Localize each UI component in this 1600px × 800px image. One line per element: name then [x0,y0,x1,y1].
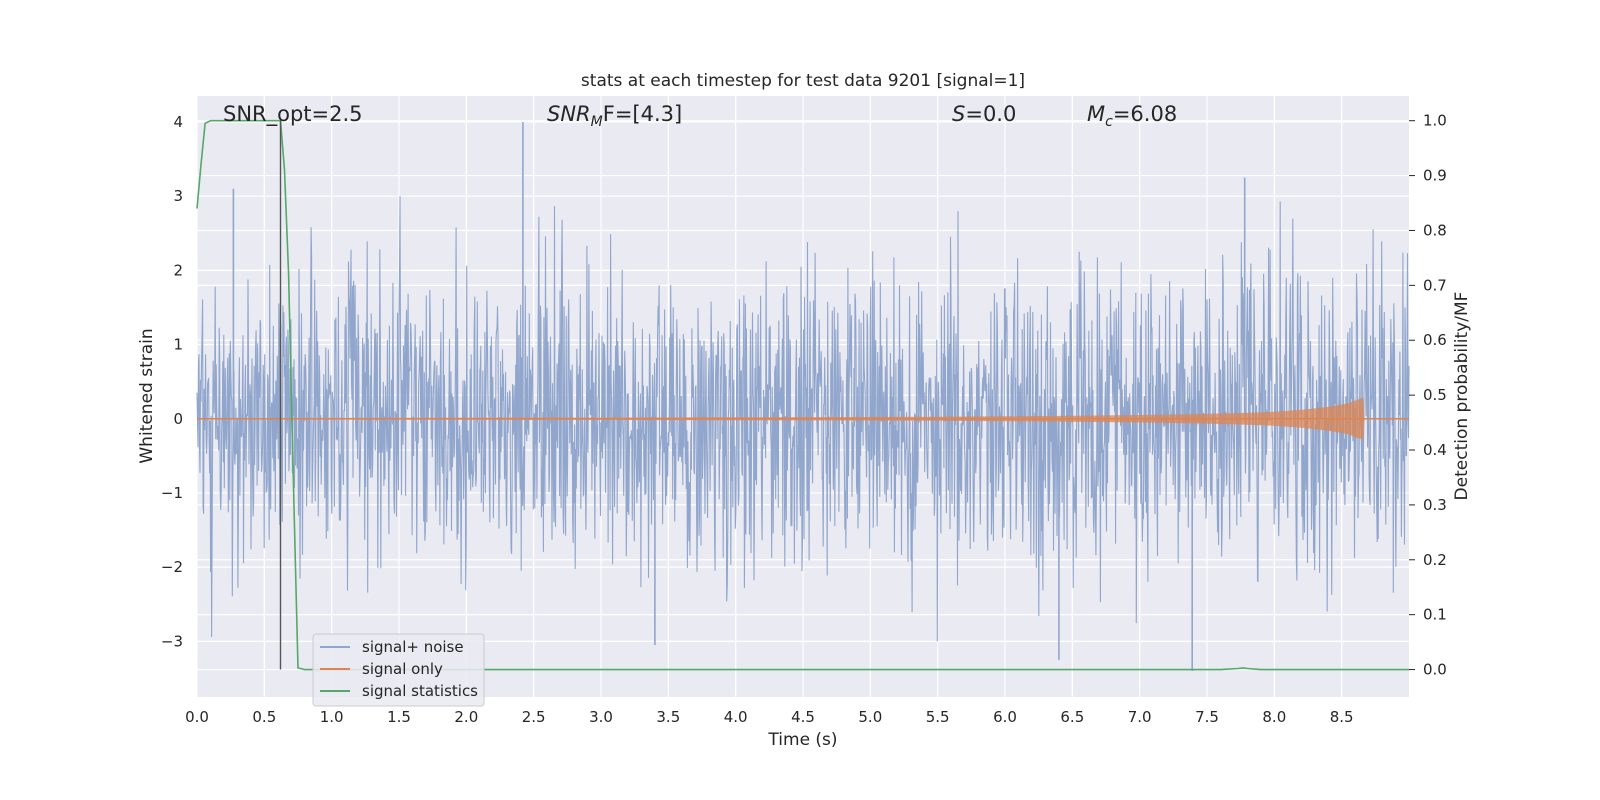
signal-noise-peaks [232,122,1246,671]
x-tick-label: 6.0 [993,708,1017,726]
series-signal-statistics [196,119,1409,671]
y-axis-left-label: Whitened strain [137,328,157,463]
x-tick-label: 8.0 [1262,708,1286,726]
annotation-mc: Mc=6.08 [1087,102,1177,130]
x-tick-label: 4.0 [724,708,748,726]
y-right-tick-label: 0.0 [1423,661,1447,679]
x-tick-label: 5.5 [926,708,950,726]
legend: signal+ noise signal only signal statist… [312,633,485,707]
y-left-tick-label: −1 [161,484,183,502]
y-right-tick-label: 0.1 [1423,606,1447,624]
y-right-tick-label: 0.3 [1423,496,1447,514]
signal-noise-line [196,196,1410,642]
annotation-snr-mf: SNRMF=[4.3] [547,102,682,130]
legend-label-signal-statistics: signal statistics [362,682,478,700]
legend-box [312,633,485,707]
legend-label-signal-noise: signal+ noise [362,638,464,656]
series-signal-noise [196,122,1410,671]
y-left-tick-label: −2 [161,558,183,576]
annotation-s: S=0.0 [952,102,1016,126]
signal-statistics-line [196,119,1409,671]
y-axis-left-ticks: 4 3 2 1 0 −1 −2 −3 [161,113,183,650]
x-axis-ticks: 0.0 0.5 1.0 1.5 2.0 2.5 3.0 3.5 4.0 4.5 5.0 5.5 6.0 6… [185,708,1354,726]
legend-label-signal-only: signal only [362,660,443,678]
y-right-tick-label: 0.7 [1423,276,1447,294]
x-tick-label: 0.5 [252,708,276,726]
y-left-tick-label: 3 [173,187,183,205]
y-axis-right-ticks: 1.0 0.9 0.8 0.7 0.6 0.5 0.4 0.3 0.2 0.1 0.0 [1409,112,1447,679]
x-tick-label: 6.5 [1060,708,1084,726]
x-axis-label: Time (s) [767,730,837,750]
y-right-tick-label: 0.5 [1423,386,1447,404]
x-tick-label: 3.5 [656,708,680,726]
chart-title: stats at each timestep for test data 920… [581,71,1025,91]
x-tick-label: 2.0 [454,708,478,726]
series-signal-only [197,398,1409,440]
y-right-tick-label: 0.6 [1423,331,1447,349]
x-tick-label: 1.0 [320,708,344,726]
x-tick-label: 7.5 [1195,708,1219,726]
y-axis-right-label: Detection probability/MF [1452,292,1472,501]
x-tick-label: 0.0 [185,708,209,726]
y-right-tick-label: 0.2 [1423,551,1447,569]
y-left-tick-label: −3 [161,632,183,650]
y-left-tick-label: 2 [173,261,183,279]
y-left-tick-label: 1 [173,336,183,354]
x-tick-label: 7.0 [1128,708,1152,726]
y-left-tick-label: 0 [173,410,183,428]
y-right-tick-label: 1.0 [1423,112,1447,130]
x-tick-label: 5.0 [858,708,882,726]
y-right-tick-label: 0.9 [1423,167,1447,185]
annotation-snr-opt: SNR_opt=2.5 [223,102,363,127]
y-right-tick-label: 0.8 [1423,221,1447,239]
x-tick-label: 3.0 [589,708,613,726]
x-tick-label: 8.5 [1330,708,1354,726]
y-left-tick-label: 4 [173,113,183,131]
x-tick-label: 4.5 [791,708,815,726]
x-tick-label: 2.5 [522,708,546,726]
x-tick-label: 1.5 [387,708,411,726]
y-right-tick-label: 0.4 [1423,441,1447,459]
